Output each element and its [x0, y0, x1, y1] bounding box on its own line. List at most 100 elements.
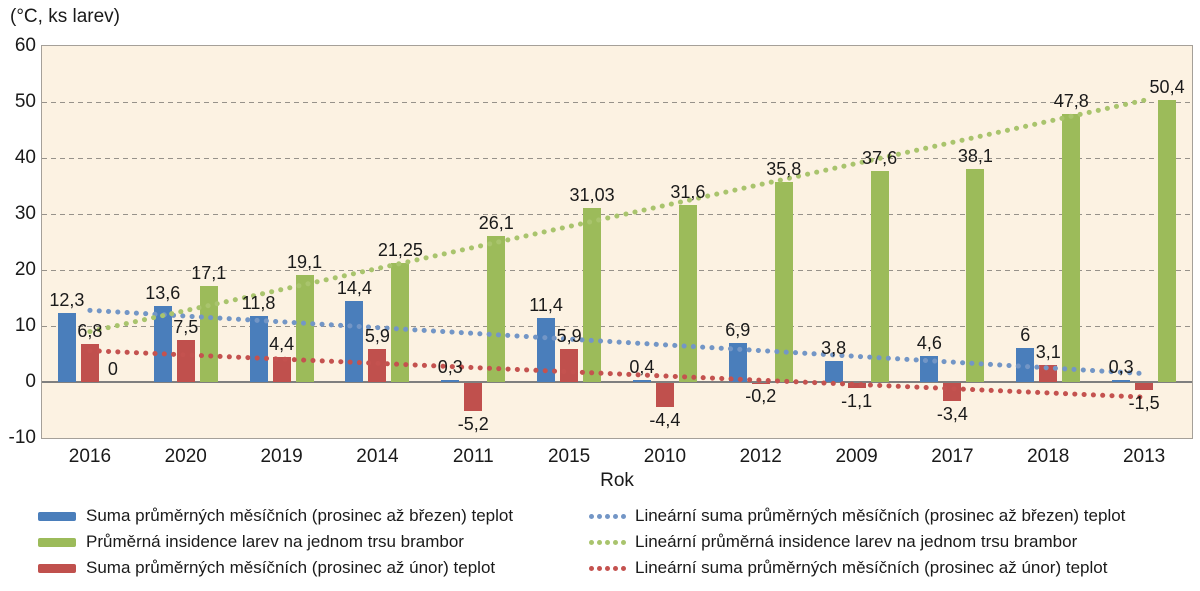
bar-blue-2012	[728, 343, 747, 382]
x-tick-label: 2014	[356, 446, 399, 467]
bar-red-2017	[943, 383, 962, 402]
dot-icon	[605, 565, 610, 571]
legend-item: Lineární suma průměrných měsíčních (pros…	[589, 558, 1125, 578]
y-tick-label: 30	[14, 203, 36, 224]
gridline	[42, 326, 1192, 327]
legend-item: Lineární průměrná insidence larev na jed…	[589, 532, 1125, 552]
bar-red-2013	[1135, 383, 1154, 391]
bar-green-2012	[774, 181, 793, 382]
bar-value-label: 31,03	[569, 185, 615, 206]
x-axis-title: Rok	[600, 470, 634, 491]
zero-axis-line	[42, 381, 1192, 383]
bar-value-label: 6,9	[725, 320, 751, 341]
bar-value-label: 11,8	[241, 292, 276, 313]
bar-blue-2016	[57, 313, 76, 382]
legend-dots-swatch-icon	[589, 513, 627, 519]
bar-value-label: 6	[1020, 325, 1031, 346]
bar-value-label: -1,1	[841, 391, 873, 412]
bar-value-label: 6,8	[77, 320, 103, 341]
bar-value-label: 4,6	[916, 333, 942, 354]
bar-blue-2018	[1016, 348, 1035, 382]
gridline	[42, 270, 1192, 271]
legend-label: Lineární průměrná insidence larev na jed…	[635, 532, 1078, 551]
bar-value-label: 0,3	[437, 357, 463, 378]
dot-icon	[589, 565, 594, 571]
bar-green-2018	[1062, 114, 1081, 382]
bar-value-label: 13,6	[145, 282, 181, 303]
y-tick-label: 10	[14, 315, 36, 336]
bar-value-label: 17,1	[191, 263, 227, 284]
dot-icon	[589, 539, 594, 545]
bar-red-2018	[1039, 364, 1058, 382]
bar-blue-2010	[632, 379, 651, 382]
dot-icon	[621, 539, 626, 545]
bar-value-label: 31,6	[670, 182, 706, 203]
bar-blue-2019	[249, 315, 268, 382]
bar-value-label: 11,4	[529, 295, 563, 316]
bar-green-2011	[487, 235, 506, 382]
bar-red-2010	[655, 383, 674, 407]
dot-icon	[597, 513, 602, 519]
bar-value-label: 19,1	[287, 252, 323, 273]
plot-area: 12,3 6,8 0 13,6 7,5 17,1 11,8 4,4 19,1 14,4 5,9 21,…	[41, 45, 1193, 439]
bar-value-label: -5,2	[457, 414, 489, 435]
dot-icon	[589, 513, 594, 519]
legend-label: Průměrná insidence larev na jednom trsu …	[86, 532, 464, 551]
bar-red-2020	[176, 340, 195, 382]
x-tick-label: 2019	[260, 446, 303, 467]
bar-blue-2015	[537, 318, 556, 382]
x-tick-label: 2013	[1122, 446, 1166, 467]
bar-value-label: -1,5	[1128, 393, 1160, 414]
x-tick-label: 2009	[835, 446, 878, 467]
bar-value-label: 14,4	[336, 278, 372, 299]
legend-dots-swatch-icon	[589, 565, 627, 571]
bar-green-2015	[583, 208, 602, 382]
legend-bar-swatch-icon	[38, 563, 76, 573]
bar-value-label: 12,3	[49, 290, 85, 311]
dot-icon	[605, 539, 610, 545]
dot-icon	[613, 513, 618, 519]
bar-green-2020	[199, 286, 218, 382]
bar-red-2019	[272, 357, 291, 382]
x-tick-label: 2017	[931, 446, 974, 467]
bar-green-2017	[966, 168, 985, 382]
bar-value-label: 47,8	[1053, 91, 1089, 112]
bar-value-label: 35,8	[766, 158, 802, 179]
bar-value-label: 3,8	[821, 337, 847, 358]
bar-blue-2011	[441, 380, 460, 382]
bar-green-2013	[1158, 99, 1177, 382]
legend-trendlines: Lineární suma průměrných měsíčních (pros…	[589, 506, 1125, 584]
bar-value-label: -0,2	[745, 386, 777, 407]
legend-dots-swatch-icon	[589, 539, 627, 545]
x-tick-label: 2018	[1027, 446, 1070, 467]
bar-value-label: -3,4	[936, 404, 968, 425]
x-tick-label: 2020	[164, 446, 207, 467]
bar-green-2019	[295, 275, 314, 382]
dot-icon	[621, 513, 626, 519]
legend-label: Lineární suma průměrných měsíčních (pros…	[635, 558, 1108, 577]
bar-green-2010	[678, 205, 697, 382]
legend-item: Suma průměrných měsíčních (prosinec až ú…	[38, 558, 513, 578]
y-axis-unit-title: (°C, ks larev)	[10, 6, 120, 27]
trendline-blue	[87, 307, 1147, 377]
x-tick-label: 2011	[452, 446, 494, 467]
bar-value-label: 5,9	[364, 325, 390, 346]
legend-bar-swatch-icon	[38, 511, 76, 521]
bar-value-label: 0	[107, 359, 118, 379]
bar-value-label: 5,9	[556, 325, 582, 346]
legend-bars: Suma průměrných měsíčních (prosinec až b…	[38, 506, 513, 584]
bar-value-label: 4,4	[269, 334, 295, 355]
bar-blue-2020	[153, 305, 172, 382]
bar-red-2016	[80, 343, 99, 382]
y-tick-label: -10	[8, 427, 36, 448]
bar-value-label: 7,5	[173, 317, 199, 337]
legend-item: Průměrná insidence larev na jednom trsu …	[38, 532, 513, 552]
bar-red-2012	[751, 383, 770, 384]
x-tick-label: 2015	[547, 446, 591, 467]
bar-red-2011	[464, 383, 483, 412]
x-tick-label: 2010	[643, 446, 687, 467]
y-tick-label: 60	[14, 35, 36, 56]
gridline	[42, 158, 1192, 159]
y-tick-label: 0	[25, 371, 36, 392]
trendlines-layer	[87, 97, 1147, 400]
